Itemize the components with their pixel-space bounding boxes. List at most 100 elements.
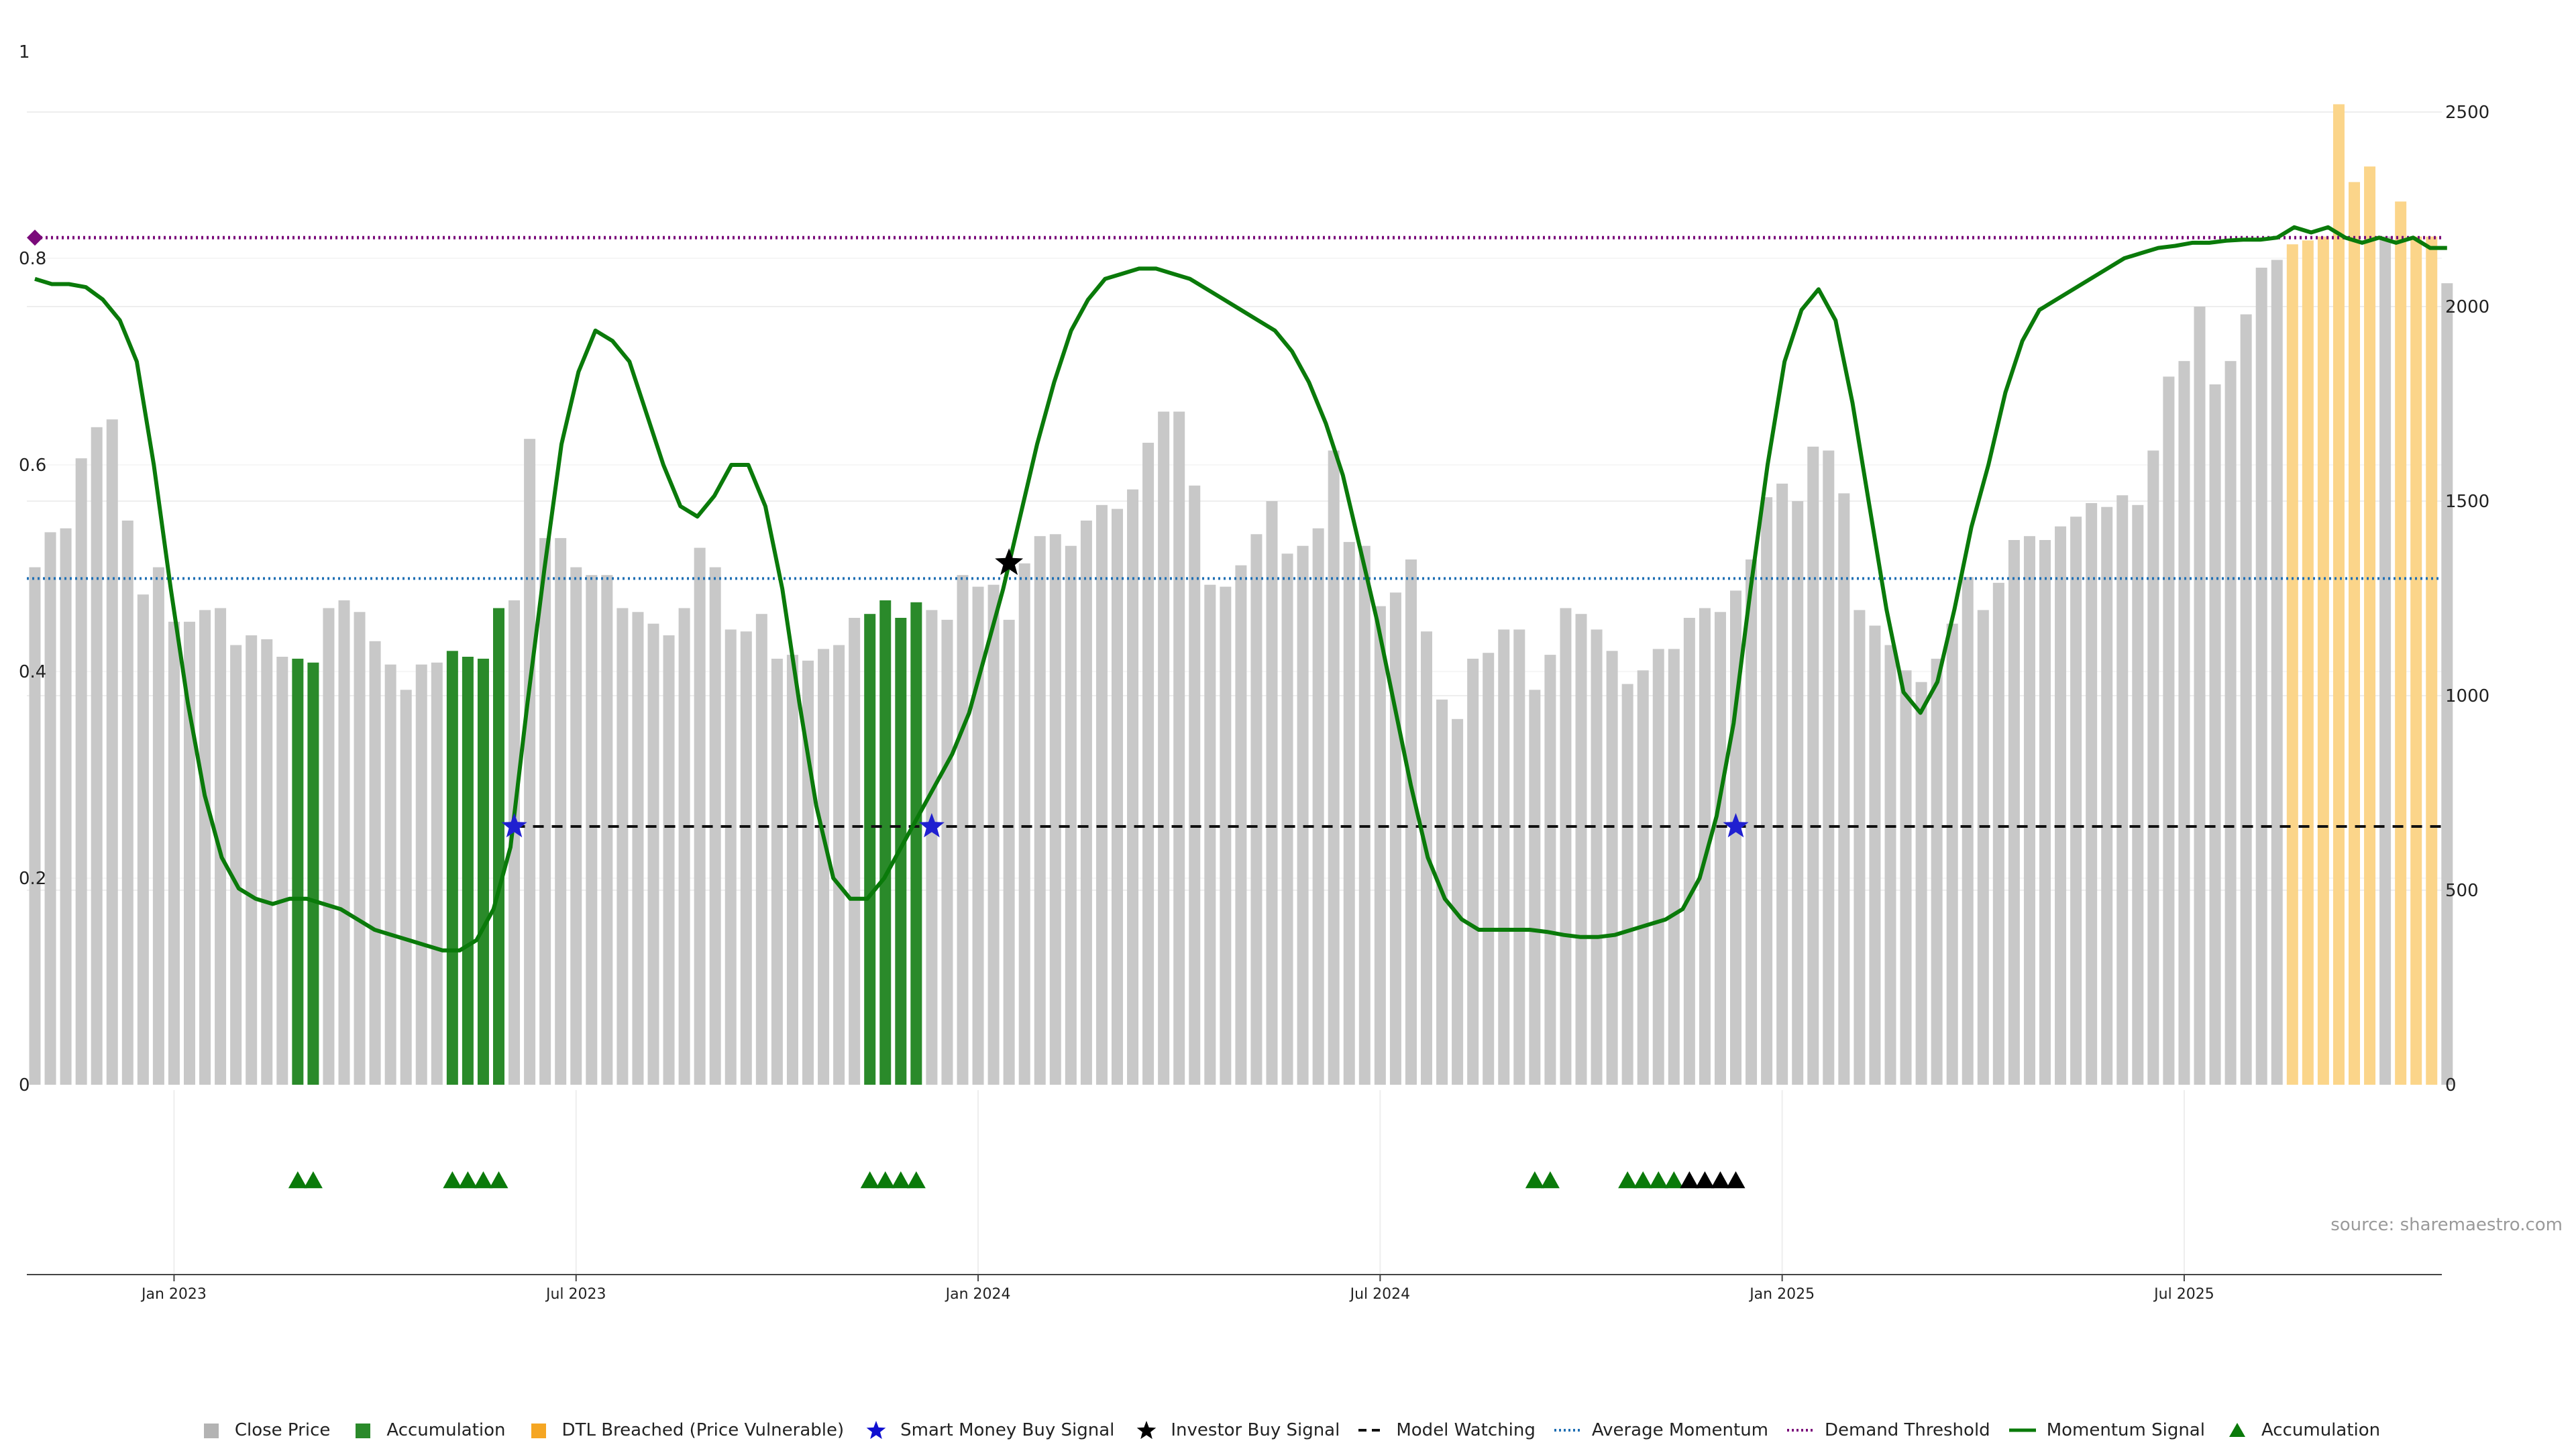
legend-item: Accumulation [347, 1420, 506, 1440]
close-price-bar [2086, 502, 2098, 1085]
smart-money-buy-star [918, 813, 945, 838]
right-axis-tick-label: 1500 [2445, 492, 2489, 512]
left-axis-tick-label: 0.4 [19, 662, 46, 682]
legend-label: DTL Breached (Price Vulnerable) [561, 1420, 845, 1440]
close-price-bar [1142, 443, 1155, 1085]
accumulation-triangle [860, 1171, 879, 1189]
close-price-bar [2209, 384, 2221, 1085]
close-price-bar [555, 538, 567, 1085]
left-axis-tick-label: 0.6 [19, 455, 46, 476]
close-price-bar [1591, 629, 1603, 1085]
legend-item: DTL Breached (Price Vulnerable) [523, 1420, 845, 1440]
close-price-bar [1127, 489, 1139, 1085]
legend-item: Model Watching [1357, 1420, 1536, 1440]
close-price-bar [1467, 658, 1479, 1085]
close-price-bar [2132, 504, 2144, 1085]
dtl-breached-bar [2364, 166, 2376, 1085]
close-price-bar [2178, 361, 2190, 1085]
legend-label: Investor Buy Signal [1171, 1420, 1340, 1440]
close-price-bar [678, 608, 690, 1085]
close-price-bar [2101, 506, 2113, 1085]
legend-item: Demand Threshold [1786, 1420, 1990, 1440]
accumulation-triangle [1540, 1171, 1560, 1189]
close-price-bar [1977, 610, 1989, 1085]
legend: Close Price Accumulation DTL Breached (Pri… [0, 1417, 2576, 1444]
accumulation-triangle [1664, 1171, 1684, 1189]
close-price-bar [2055, 526, 2067, 1085]
close-price-bar [755, 614, 767, 1085]
x-axis-tick-label: Jul 2024 [1349, 1286, 1411, 1303]
close-price-bar [1714, 612, 1726, 1085]
close-price-bar [137, 594, 149, 1085]
close-price-bar [1312, 528, 1324, 1085]
close-price-bar [1204, 584, 1216, 1085]
left-axis-tick-label: 0 [19, 1075, 30, 1095]
close-price-bar [1560, 608, 1572, 1085]
investor-triangle [1680, 1171, 1699, 1189]
dtl-breached-bar [2349, 182, 2360, 1085]
legend-label: Momentum Signal [2046, 1420, 2205, 1440]
investor-triangle [1726, 1171, 1746, 1189]
accumulation-triangle [1618, 1171, 1638, 1189]
close-price-bar [168, 621, 180, 1085]
smart-money-buy-star [1723, 813, 1749, 838]
close-price-bar [1158, 411, 1170, 1085]
close-price-bar [338, 600, 350, 1085]
close-price-bar [323, 608, 335, 1085]
close-price-bar [1034, 536, 1046, 1085]
legend-square-icon [347, 1420, 377, 1440]
close-price-bar [1220, 586, 1232, 1085]
close-price-bar [616, 608, 629, 1085]
close-price-bar [261, 639, 273, 1085]
left-axis-tick-label: 1 [19, 42, 30, 62]
close-price-bar [1080, 521, 1092, 1085]
smart-money-buy-star [501, 813, 527, 838]
accumulation-bar [910, 602, 922, 1085]
momentum-signal-line [34, 225, 2447, 953]
close-price-bar [601, 575, 613, 1085]
legend-star-icon [1132, 1420, 1161, 1440]
close-price-bar [1452, 718, 1464, 1085]
accumulation-triangle [1525, 1171, 1544, 1189]
demand-threshold-marker [27, 229, 43, 246]
accumulation-bar [462, 657, 474, 1085]
close-price-bar [1869, 625, 1881, 1085]
legend-label: Average Momentum [1591, 1420, 1769, 1440]
close-price-bar [44, 532, 56, 1085]
close-price-bar [1189, 485, 1201, 1085]
accumulation-bar [864, 614, 876, 1085]
close-price-bar [1003, 619, 1015, 1085]
close-price-bar [1405, 559, 1417, 1085]
accumulation-triangle [489, 1171, 508, 1189]
accumulation-triangle [443, 1171, 462, 1189]
close-price-bar [1529, 690, 1541, 1085]
legend-label: Close Price [234, 1420, 331, 1440]
close-price-bar [29, 567, 41, 1085]
close-price-bar [2255, 268, 2267, 1085]
close-price-bar [152, 567, 164, 1085]
close-price-bar [1297, 545, 1309, 1085]
close-price-bar [1095, 504, 1108, 1085]
close-price-bar [1374, 606, 1386, 1085]
dtl-breached-bar [2302, 240, 2314, 1085]
close-price-bar [709, 567, 721, 1085]
signal-markers [288, 548, 1749, 1189]
close-price-bar [276, 657, 288, 1085]
close-price-bar [1931, 658, 1943, 1085]
close-price-bar [1483, 653, 1495, 1085]
close-price-bar [2008, 540, 2020, 1085]
accumulation-triangle [1649, 1171, 1668, 1189]
close-price-bar [1343, 541, 1355, 1085]
close-price-bar [2070, 517, 2082, 1085]
close-price-bar [1823, 450, 1835, 1085]
close-price-bar [647, 623, 659, 1085]
accumulation-bar [493, 608, 504, 1085]
close-price-bar [1992, 582, 2004, 1085]
dtl-breached-bar [2286, 244, 2298, 1085]
gridlines [27, 111, 2442, 1275]
close-price-bar [1513, 629, 1525, 1085]
close-price-bar [2441, 283, 2453, 1085]
close-price-bar [833, 645, 845, 1085]
close-price-bar [508, 600, 521, 1085]
